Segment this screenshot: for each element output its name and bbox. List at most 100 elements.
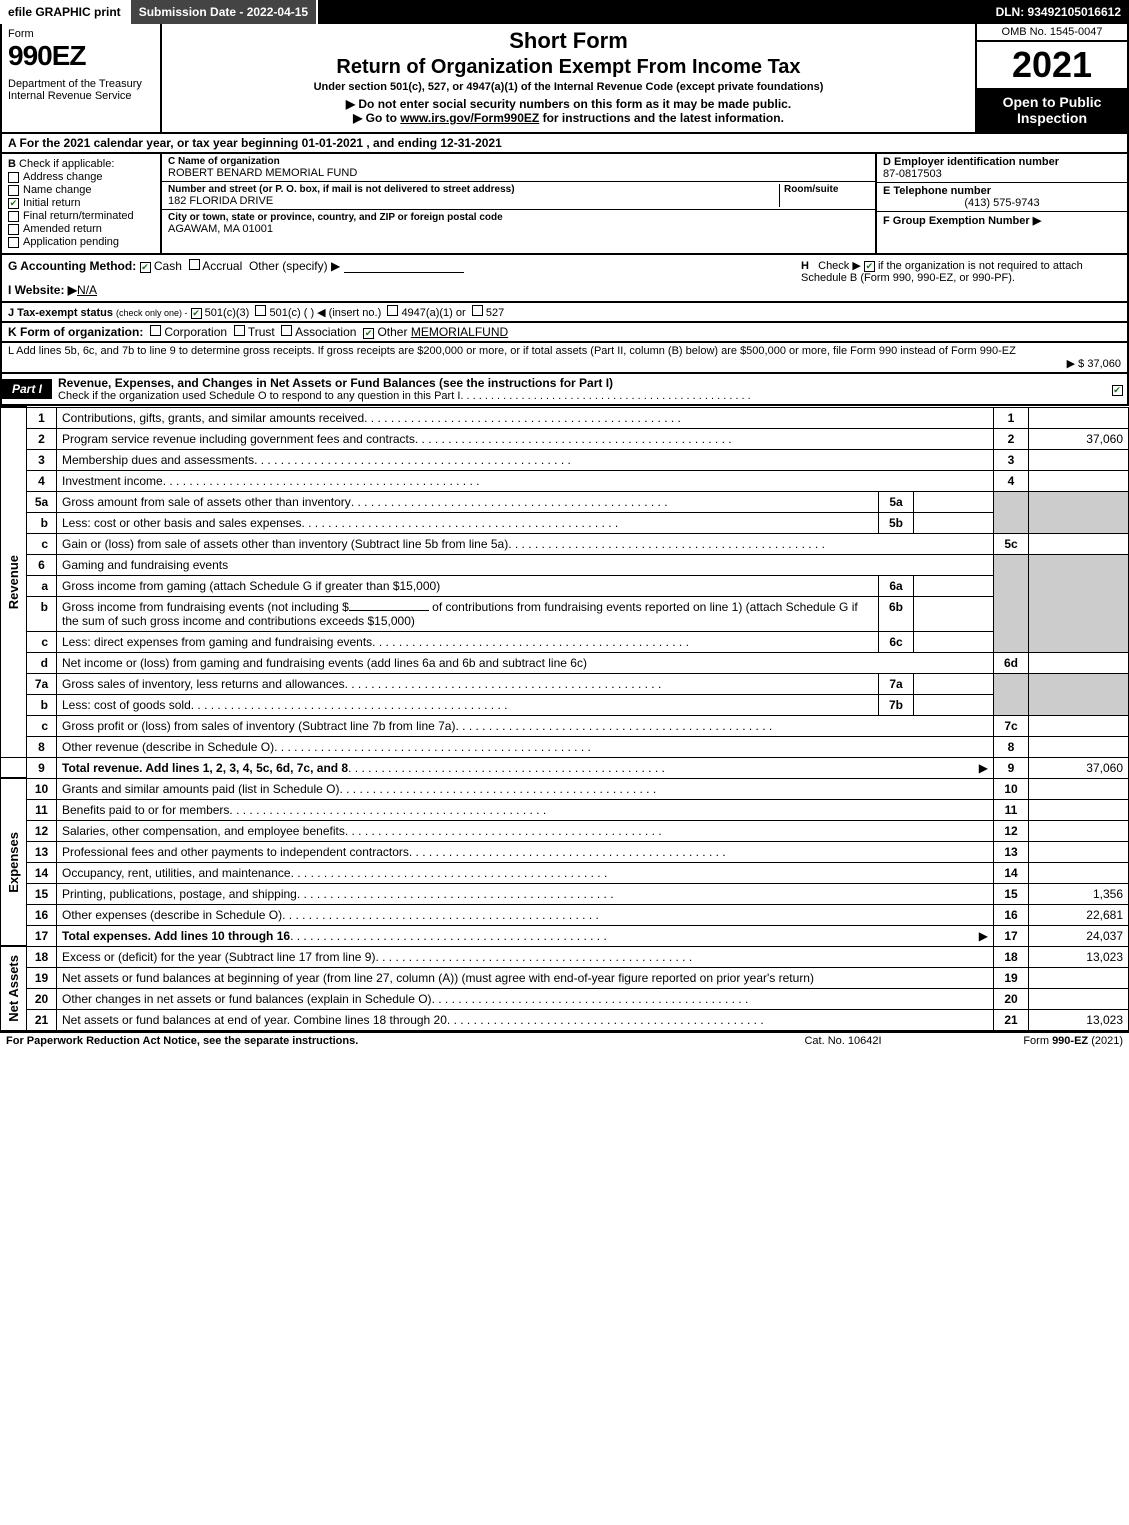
line-num: 18 — [27, 946, 57, 967]
group-row: F Group Exemption Number ▶ — [877, 212, 1127, 229]
efile-label[interactable]: efile GRAPHIC print — [0, 0, 131, 24]
phone-row: E Telephone number (413) 575-9743 — [877, 183, 1127, 212]
line-num: 19 — [27, 967, 57, 988]
line-amt — [1029, 652, 1129, 673]
k-other-lbl: Other — [377, 325, 407, 339]
chk-final-return[interactable]: Final return/terminated — [8, 210, 154, 222]
street-row: Number and street (or P. O. box, if mail… — [162, 182, 875, 210]
table-row: 11Benefits paid to or for members11 — [1, 799, 1129, 820]
checkbox-icon[interactable] — [387, 305, 398, 316]
return-title: Return of Organization Exempt From Incom… — [170, 56, 967, 79]
header-middle: Short Form Return of Organization Exempt… — [162, 24, 977, 132]
chk-amended-return[interactable]: Amended return — [8, 223, 154, 235]
inline-box-value — [914, 512, 994, 533]
line-rnum: 1 — [994, 407, 1029, 428]
city-value: AGAWAM, MA 01001 — [168, 223, 869, 235]
k-other-val: MEMORIALFUND — [411, 325, 508, 339]
checkbox-icon[interactable] — [191, 308, 202, 319]
line-num: 1 — [27, 407, 57, 428]
line-desc: Other revenue (describe in Schedule O) — [57, 736, 994, 757]
chk-initial-return[interactable]: Initial return — [8, 197, 154, 209]
line-desc: Grants and similar amounts paid (list in… — [57, 778, 994, 799]
line-num: c — [27, 631, 57, 652]
dln-label: DLN: 93492105016612 — [988, 0, 1129, 24]
b-check-if: Check if applicable: — [19, 158, 114, 170]
line-amt — [1029, 967, 1129, 988]
checkbox-icon[interactable] — [150, 325, 161, 336]
line-desc: Less: cost or other basis and sales expe… — [57, 512, 879, 533]
checkbox-icon[interactable] — [281, 325, 292, 336]
chk-application-pending[interactable]: Application pending — [8, 236, 154, 248]
topbar-spacer — [318, 0, 987, 24]
line-num: 14 — [27, 862, 57, 883]
part-check-line: Check if the organization used Schedule … — [58, 390, 1101, 402]
checkbox-icon[interactable] — [255, 305, 266, 316]
j-prefix: J Tax-exempt status — [8, 307, 113, 319]
table-row: Revenue 1 Contributions, gifts, grants, … — [1, 407, 1129, 428]
line-desc: Less: cost of goods sold — [57, 694, 879, 715]
checkbox-icon[interactable] — [363, 328, 374, 339]
inline-box-label: 6b — [879, 596, 914, 631]
checkbox-icon[interactable] — [864, 261, 875, 272]
line-desc: Gaming and fundraising events — [57, 554, 994, 575]
line-num: 3 — [27, 449, 57, 470]
line-rnum: 7c — [994, 715, 1029, 736]
checkbox-icon[interactable] — [140, 262, 151, 273]
line-desc: Gross income from fundraising events (no… — [57, 596, 879, 631]
checkbox-icon[interactable] — [234, 325, 245, 336]
goto-line: ▶ Go to www.irs.gov/Form990EZ for instru… — [170, 111, 967, 125]
section-c: C Name of organization ROBERT BENARD MEM… — [162, 154, 877, 253]
shaded-cell — [1029, 673, 1129, 715]
form-number: 990EZ — [8, 40, 154, 72]
line-rnum: 8 — [994, 736, 1029, 757]
line-desc: Total revenue. Add lines 1, 2, 3, 4, 5c,… — [57, 757, 994, 778]
line-desc: Gross income from gaming (attach Schedul… — [57, 575, 879, 596]
line-desc: Total expenses. Add lines 10 through 16▶ — [57, 925, 994, 946]
chk-name-change[interactable]: Name change — [8, 184, 154, 196]
line-rnum: 10 — [994, 778, 1029, 799]
line-rnum: 3 — [994, 449, 1029, 470]
j-sub: (check only one) - — [116, 308, 188, 318]
line-rnum: 18 — [994, 946, 1029, 967]
row-g-left: G Accounting Method: Cash Accrual Other … — [8, 259, 781, 297]
table-row: 7a Gross sales of inventory, less return… — [1, 673, 1129, 694]
open-public-badge: Open to Public Inspection — [977, 88, 1127, 132]
section-c-def: C Name of organization ROBERT BENARD MEM… — [162, 154, 1127, 253]
chk-address-change[interactable]: Address change — [8, 171, 154, 183]
line-num: d — [27, 652, 57, 673]
k-assoc: Association — [295, 325, 356, 339]
line-desc: Professional fees and other payments to … — [57, 841, 994, 862]
tax-year: 2021 — [977, 42, 1127, 88]
chk-label: Application pending — [23, 236, 119, 248]
table-row: b Gross income from fundraising events (… — [1, 596, 1129, 631]
city-label: City or town, state or province, country… — [168, 212, 869, 223]
j-4947: 4947(a)(1) or — [401, 307, 465, 319]
shaded-cell — [1029, 554, 1129, 652]
line-num: 12 — [27, 820, 57, 841]
table-row: Expenses 10 Grants and similar amounts p… — [1, 778, 1129, 799]
inline-box-value — [914, 694, 994, 715]
goto-link[interactable]: www.irs.gov/Form990EZ — [400, 111, 539, 125]
line-num: a — [27, 575, 57, 596]
group-label: F Group Exemption Number ▶ — [883, 214, 1121, 227]
shaded-cell — [994, 491, 1029, 533]
checkbox-icon[interactable] — [472, 305, 483, 316]
line-desc: Other expenses (describe in Schedule O) — [57, 904, 994, 925]
part-title: Revenue, Expenses, and Changes in Net As… — [52, 374, 1107, 404]
part-1-header: Part I Revenue, Expenses, and Changes in… — [0, 374, 1129, 406]
line-rnum: 5c — [994, 533, 1029, 554]
inline-box-label: 7b — [879, 694, 914, 715]
line-desc: Net assets or fund balances at end of ye… — [57, 1009, 994, 1030]
table-row: b Less: cost or other basis and sales ex… — [1, 512, 1129, 533]
line-rnum: 19 — [994, 967, 1029, 988]
line-amt: 13,023 — [1029, 1009, 1129, 1030]
checkbox-icon[interactable] — [189, 259, 200, 270]
table-row: 6 Gaming and fundraising events — [1, 554, 1129, 575]
room-label: Room/suite — [784, 184, 869, 195]
part-checkbox[interactable] — [1107, 382, 1127, 396]
part-tag: Part I — [2, 379, 52, 399]
table-row: 9 Total revenue. Add lines 1, 2, 3, 4, 5… — [1, 757, 1129, 778]
chk-label: Final return/terminated — [23, 210, 134, 222]
table-row: 13Professional fees and other payments t… — [1, 841, 1129, 862]
line-amt — [1029, 841, 1129, 862]
